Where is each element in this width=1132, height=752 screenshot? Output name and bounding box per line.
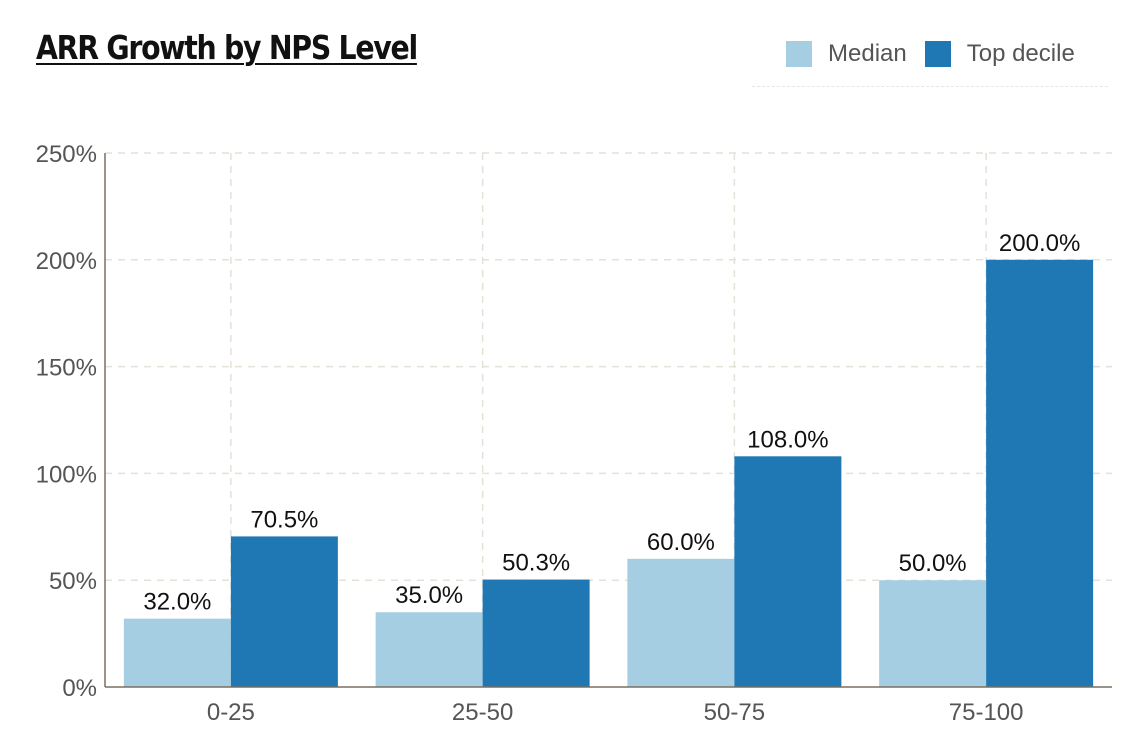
legend: Median Top decile <box>786 40 1093 68</box>
bar-median <box>879 580 987 687</box>
data-label-top-decile: 200.0% <box>999 230 1080 257</box>
legend-item-median: Median <box>786 40 907 68</box>
bar-median <box>627 558 735 687</box>
y-tick-label: 100% <box>36 461 97 488</box>
data-label-median: 60.0% <box>647 529 715 556</box>
x-tick-label: 25-50 <box>452 699 513 726</box>
data-label-median: 32.0% <box>143 589 211 616</box>
bar-top-decile <box>482 579 590 687</box>
chart-title: ARR Growth by NPS Level <box>36 28 418 67</box>
bar-top-decile <box>734 456 842 687</box>
data-label-top-decile: 50.3% <box>502 550 570 577</box>
legend-label-top-decile: Top decile <box>966 40 1075 67</box>
data-label-top-decile: 70.5% <box>250 506 318 533</box>
y-tick-label: 0% <box>62 675 97 702</box>
data-label-median: 50.0% <box>899 550 967 577</box>
bar-median <box>123 618 231 687</box>
x-tick-label: 75-100 <box>949 699 1024 726</box>
data-label-top-decile: 108.0% <box>747 426 828 453</box>
bar-median <box>375 612 483 687</box>
legend-item-top-decile: Top decile <box>924 40 1075 68</box>
legend-label-median: Median <box>828 40 907 67</box>
y-tick-label: 250% <box>36 141 97 168</box>
y-tick-label: 150% <box>36 355 97 382</box>
bar-top-decile <box>230 536 338 687</box>
x-tick-label: 50-75 <box>704 699 765 726</box>
legend-divider <box>752 86 1108 87</box>
y-tick-label: 200% <box>36 248 97 275</box>
x-tick-label: 0-25 <box>207 699 255 726</box>
data-label-median: 35.0% <box>395 582 463 609</box>
y-tick-label: 50% <box>49 568 97 595</box>
legend-swatch-median <box>786 41 812 67</box>
bar-top-decile <box>986 259 1094 687</box>
legend-swatch-top-decile <box>924 41 951 67</box>
